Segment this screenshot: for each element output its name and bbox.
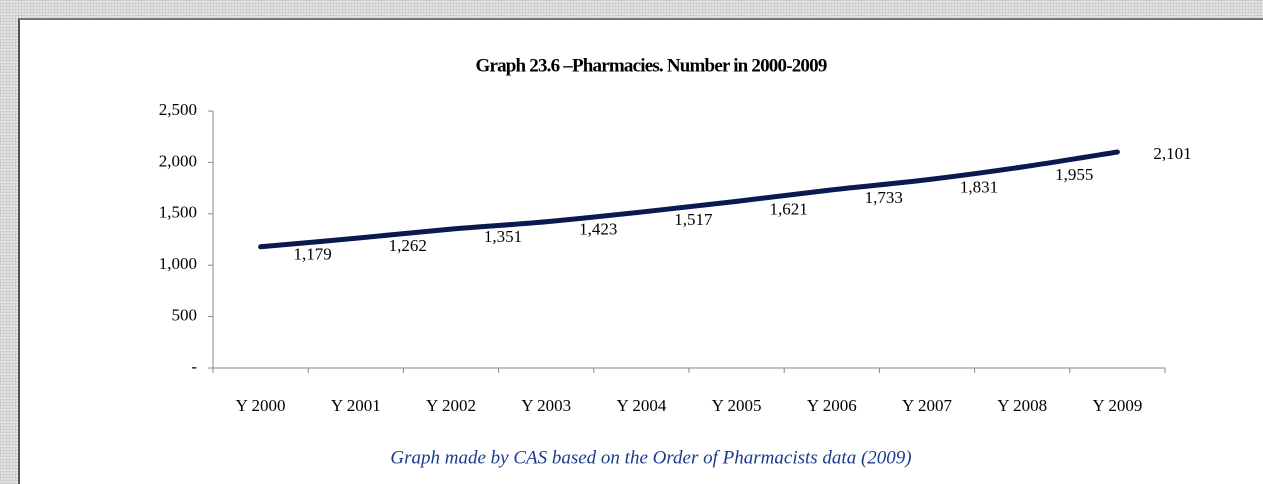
data-label: 1,517 — [674, 210, 713, 229]
line — [258, 149, 1120, 250]
data-label: 1,351 — [484, 227, 522, 246]
data-label: 1,262 — [389, 236, 427, 255]
caption: Graph made by CAS based on the Order of … — [390, 447, 911, 468]
y-tick-label: 1,000 — [159, 254, 197, 273]
x-tick-label: Y 2005 — [712, 396, 762, 415]
data-label: 1,831 — [960, 178, 998, 197]
x-tick-label: Y 2008 — [997, 396, 1047, 415]
x-tick-label: Y 2006 — [807, 396, 857, 415]
y-tick-label: 1,500 — [159, 203, 197, 222]
data-label: 1,423 — [579, 220, 617, 239]
chart-panel — [18, 18, 1263, 484]
x-tick-label: Y 2000 — [236, 396, 286, 415]
x-tick-label: Y 2009 — [1092, 396, 1142, 415]
x-tick-label: Y 2004 — [616, 396, 666, 415]
y-tick-label: 2,000 — [159, 151, 197, 170]
data-label: 1,955 — [1055, 165, 1093, 184]
y-tick-label: - — [191, 357, 197, 376]
data-label: 1,733 — [865, 188, 903, 207]
x-tick-label: Y 2001 — [331, 396, 381, 415]
data-label: 2,101 — [1153, 144, 1191, 163]
y-tick-label: 500 — [172, 306, 198, 325]
y-tick-label: 2,500 — [159, 100, 197, 119]
x-tick-label: Y 2002 — [426, 396, 476, 415]
data-label: 1,621 — [769, 199, 807, 218]
data-label: 1,179 — [293, 245, 331, 264]
x-tick-label: Y 2007 — [902, 396, 952, 415]
x-tick-label: Y 2003 — [521, 396, 571, 415]
chart-title: Graph 23.6 –Pharmacies. Number in 2000-2… — [475, 55, 826, 76]
